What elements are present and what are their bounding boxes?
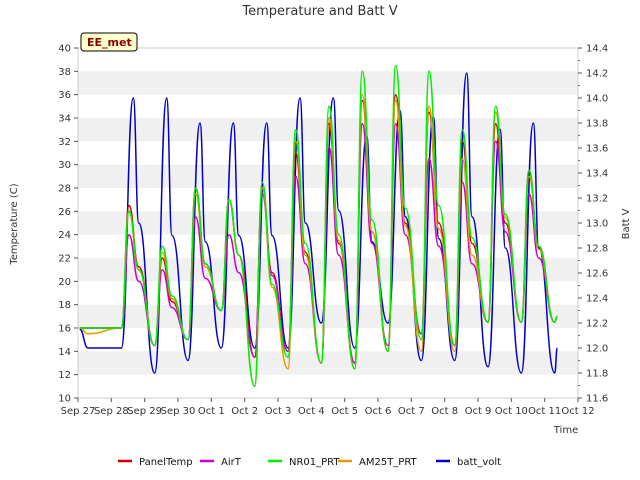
legend-label: AM25T_PRT xyxy=(359,457,418,468)
legend: PanelTemp AirT NR01_PRT AM25T_PRT batt_volt xyxy=(118,457,501,468)
x-tick-label: Oct 10 xyxy=(495,406,528,417)
y2-tick-label: 14.2 xyxy=(586,69,608,80)
y2-tick-label: 11.8 xyxy=(586,369,608,380)
y-tick-label: 40 xyxy=(58,44,71,55)
y-tick-label: 30 xyxy=(58,160,71,171)
x-tick-label: Oct 9 xyxy=(465,406,492,417)
grid-band xyxy=(78,258,578,282)
y-tick-label: 34 xyxy=(58,114,71,125)
y2-tick-label: 13.0 xyxy=(586,219,608,230)
x-tick-label: Oct 2 xyxy=(231,406,258,417)
y-tick-label: 22 xyxy=(58,254,71,265)
y-axis-label: Temperature (C) xyxy=(9,183,20,265)
y-tick-label: 16 xyxy=(58,324,71,335)
y2-tick-label: 14.4 xyxy=(586,44,608,55)
y2-tick-label: 13.6 xyxy=(586,144,608,155)
series-line-nr01-prt xyxy=(79,64,558,388)
grid-band xyxy=(78,304,578,328)
y-tick-label: 36 xyxy=(58,90,71,101)
x-tick-label: Oct 8 xyxy=(431,406,458,417)
y-tick-label: 24 xyxy=(58,230,71,241)
y2-tick-label: 12.4 xyxy=(586,294,608,305)
x-tick-label: Oct 7 xyxy=(398,406,425,417)
y-tick-label: 26 xyxy=(58,207,71,218)
y-tick-label: 28 xyxy=(58,184,71,195)
x-tick-label: Oct 12 xyxy=(561,406,594,417)
x-tick-label: Sep 27 xyxy=(61,406,96,417)
x-tick-label: Oct 3 xyxy=(265,406,292,417)
y-tick-label: 20 xyxy=(58,277,71,288)
x-tick-label: Sep 30 xyxy=(161,406,196,417)
y2-tick-label: 14.0 xyxy=(586,94,608,105)
x-tick-label: Oct 4 xyxy=(298,406,325,417)
x-axis-label: Time xyxy=(553,425,578,436)
y-tick-label: 14 xyxy=(58,347,71,358)
x-tick-label: Sep 29 xyxy=(127,406,162,417)
y2-tick-label: 13.2 xyxy=(586,194,608,205)
y-tick-label: 38 xyxy=(58,67,71,78)
y2-tick-label: 13.4 xyxy=(586,169,608,180)
y2-tick-label: 13.8 xyxy=(586,119,608,130)
y2-tick-label: 11.6 xyxy=(586,394,608,405)
y2-tick-label: 12.6 xyxy=(586,269,608,280)
x-tick-label: Oct 1 xyxy=(198,406,225,417)
station-badge-label: EE_met xyxy=(87,36,132,49)
y-tick-label: 12 xyxy=(58,370,71,381)
series-line-batt-volt xyxy=(79,72,559,374)
x-tick-label: Oct 5 xyxy=(331,406,358,417)
y-tick-label: 32 xyxy=(58,137,71,148)
legend-label: PanelTemp xyxy=(139,457,193,468)
station-badge: EE_met xyxy=(80,32,138,52)
y2-axis-label: Batt V xyxy=(621,208,632,239)
y2-tick-label: 12.2 xyxy=(586,319,608,330)
grid-band xyxy=(78,71,578,95)
legend-label: AirT xyxy=(221,457,242,468)
x-tick-label: Oct 11 xyxy=(528,406,561,417)
y2-tick-label: 12.8 xyxy=(586,244,608,255)
y2-tick-label: 12.0 xyxy=(586,344,608,355)
legend-label: NR01_PRT xyxy=(289,457,340,468)
legend-label: batt_volt xyxy=(457,457,501,468)
x-tick-label: Oct 6 xyxy=(365,406,392,417)
chart-title: Temperature and Batt V xyxy=(241,4,397,19)
y-tick-label: 18 xyxy=(58,300,71,311)
x-tick-label: Sep 28 xyxy=(94,406,129,417)
y-tick-label: 10 xyxy=(58,394,71,405)
